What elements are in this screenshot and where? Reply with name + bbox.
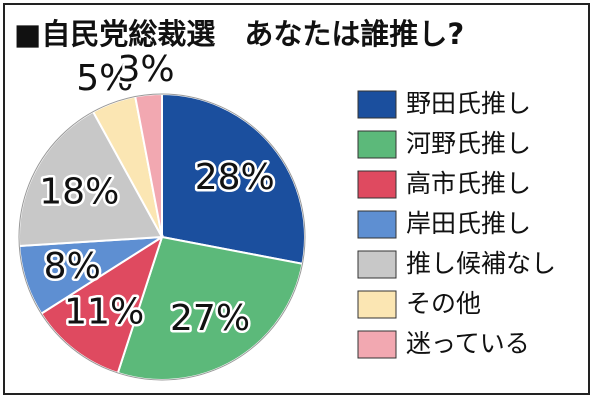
data-label: 18% <box>39 172 119 213</box>
legend-label: 河野氏推し <box>406 129 531 158</box>
legend-label: 野田氏推し <box>406 89 531 118</box>
legend-swatch <box>357 210 397 239</box>
legend-label: 迷っている <box>406 329 530 358</box>
data-label: 3% <box>118 49 175 90</box>
legend-label: 高市氏推し <box>406 169 531 198</box>
legend-label: その他 <box>406 289 481 318</box>
legend-label: 岸田氏推し <box>406 209 531 238</box>
legend-swatch <box>357 330 397 359</box>
legend-label: 推し候補なし <box>406 249 556 278</box>
legend-swatch <box>357 290 397 319</box>
data-label: 11% <box>64 292 144 333</box>
legend-swatch <box>357 250 397 279</box>
pie-outline <box>18 93 306 381</box>
data-label: 5% <box>76 58 133 99</box>
legend-swatch <box>357 130 397 159</box>
legend-swatch <box>357 90 397 119</box>
data-label: 8% <box>44 246 101 287</box>
legend-swatch <box>357 170 397 199</box>
data-label: 28% <box>195 157 275 198</box>
chart-title: ■自民党総裁選 あなたは誰推し? <box>14 17 464 51</box>
data-label: 27% <box>170 298 250 339</box>
